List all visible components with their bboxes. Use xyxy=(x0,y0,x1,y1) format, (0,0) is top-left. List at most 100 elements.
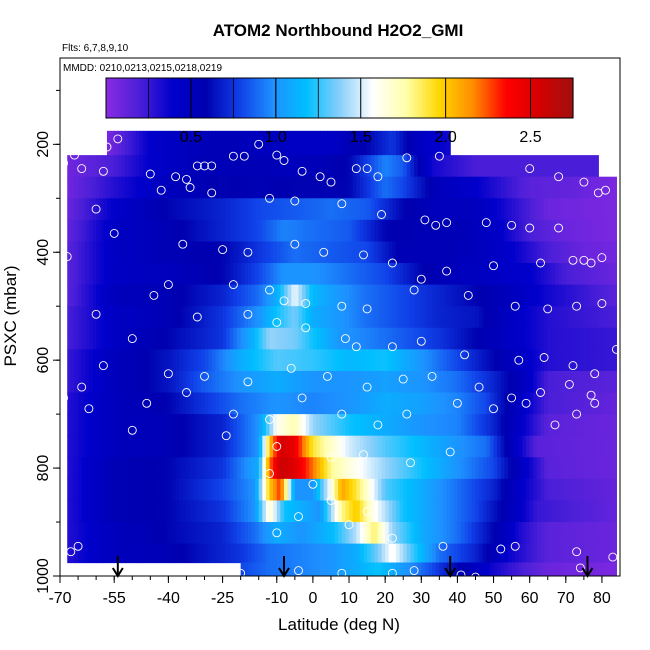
heatmap-cell xyxy=(442,478,448,502)
colorbar-cell xyxy=(305,78,309,118)
heatmap-cell xyxy=(247,327,253,350)
heatmap-cell xyxy=(172,155,177,178)
heatmap-cell xyxy=(370,370,375,394)
heatmap-cell xyxy=(396,522,401,545)
heatmap-cell xyxy=(190,522,195,545)
heatmap-cell xyxy=(421,263,426,286)
heatmap-cell xyxy=(367,306,372,329)
heatmap-cell xyxy=(255,349,260,372)
heatmap-cell xyxy=(110,500,115,523)
heatmap-cell xyxy=(540,522,545,545)
heatmap-cell xyxy=(146,198,151,221)
heatmap-cell xyxy=(153,392,159,415)
heatmap-cell xyxy=(172,478,177,502)
heatmap-cell xyxy=(150,349,155,372)
heatmap-cell xyxy=(294,414,300,437)
heatmap-cell xyxy=(197,176,202,199)
colorbar-cell xyxy=(150,78,154,118)
heatmap-cell xyxy=(284,263,289,286)
heatmap-cell xyxy=(493,176,498,199)
heatmap-cell xyxy=(121,241,126,264)
heatmap-cell xyxy=(533,457,538,480)
heatmap-cell xyxy=(251,198,256,221)
heatmap-cell xyxy=(226,327,231,350)
heatmap-cell xyxy=(143,284,148,307)
heatmap-cell xyxy=(323,327,328,350)
heatmap-cell xyxy=(446,414,451,437)
heatmap-cell xyxy=(518,478,524,502)
heatmap-cell xyxy=(121,414,126,437)
heatmap-cell xyxy=(316,241,321,264)
heatmap-cell xyxy=(421,522,426,545)
heatmap-cell xyxy=(323,370,328,394)
heatmap-cell xyxy=(330,435,336,458)
heatmap-cell xyxy=(284,198,289,221)
heatmap-cell xyxy=(399,241,404,264)
heatmap-cell xyxy=(117,457,123,480)
heatmap-cell xyxy=(349,327,354,350)
heatmap-cell xyxy=(197,155,202,178)
heatmap-cell xyxy=(179,392,184,415)
heatmap-cell xyxy=(518,435,524,458)
heatmap-cell xyxy=(493,284,498,307)
heatmap-cell xyxy=(146,130,151,156)
heatmap-cell xyxy=(540,219,545,243)
heatmap-cell xyxy=(414,284,419,307)
data-point xyxy=(489,261,498,271)
colorbar-cell xyxy=(357,78,361,118)
data-point xyxy=(286,363,296,373)
heatmap-cell xyxy=(598,263,603,286)
heatmap-cell xyxy=(208,219,213,243)
heatmap-cell xyxy=(244,435,249,458)
colorbar-cell xyxy=(489,78,494,118)
heatmap-cell xyxy=(305,130,310,156)
data-point xyxy=(207,161,217,171)
heatmap-cell xyxy=(150,370,155,394)
heatmap-cell xyxy=(244,543,249,564)
heatmap-cell xyxy=(526,522,531,545)
heatmap-cell xyxy=(110,263,115,286)
heatmap-cell xyxy=(587,198,592,221)
heatmap-cell xyxy=(146,500,151,523)
heatmap-cell xyxy=(327,500,332,523)
heatmap-cell xyxy=(190,349,195,372)
heatmap-cell xyxy=(99,370,104,394)
heatmap-cell xyxy=(508,219,513,243)
data-point xyxy=(265,193,274,203)
heatmap-cell xyxy=(410,327,415,350)
heatmap-cell xyxy=(479,370,484,394)
heatmap-cell xyxy=(349,130,354,156)
heatmap-cell xyxy=(226,219,231,243)
heatmap-cell xyxy=(135,176,141,199)
heatmap-cell xyxy=(435,457,440,480)
heatmap-cell xyxy=(320,263,325,286)
x-tick-label: 0 xyxy=(308,590,317,607)
flight-arrow xyxy=(444,556,457,578)
heatmap-cell xyxy=(612,414,617,437)
colorbar-cell xyxy=(362,78,367,118)
heatmap-cell xyxy=(345,306,350,329)
heatmap-cell xyxy=(186,543,191,564)
heatmap-cell xyxy=(609,562,614,576)
heatmap-cell xyxy=(547,349,552,372)
heatmap-cell xyxy=(367,241,372,264)
heatmap-cell xyxy=(569,198,574,221)
heatmap-cell xyxy=(529,327,534,350)
heatmap-cell xyxy=(591,263,596,286)
heatmap-cell xyxy=(367,155,372,178)
heatmap-cell xyxy=(99,155,104,178)
heatmap-cell xyxy=(96,349,101,372)
heatmap-cell xyxy=(85,219,90,243)
heatmap-cell xyxy=(497,543,502,564)
heatmap-cell xyxy=(450,176,455,199)
heatmap-cell xyxy=(200,500,206,523)
heatmap-cell xyxy=(544,263,549,286)
heatmap-cell xyxy=(511,478,516,502)
heatmap-cell xyxy=(323,478,328,502)
heatmap-cell xyxy=(359,176,365,199)
heatmap-cell xyxy=(562,500,567,523)
heatmap-cell xyxy=(330,543,336,564)
heatmap-cell xyxy=(500,349,505,372)
heatmap-cell xyxy=(135,263,141,286)
heatmap-cell xyxy=(565,241,571,264)
